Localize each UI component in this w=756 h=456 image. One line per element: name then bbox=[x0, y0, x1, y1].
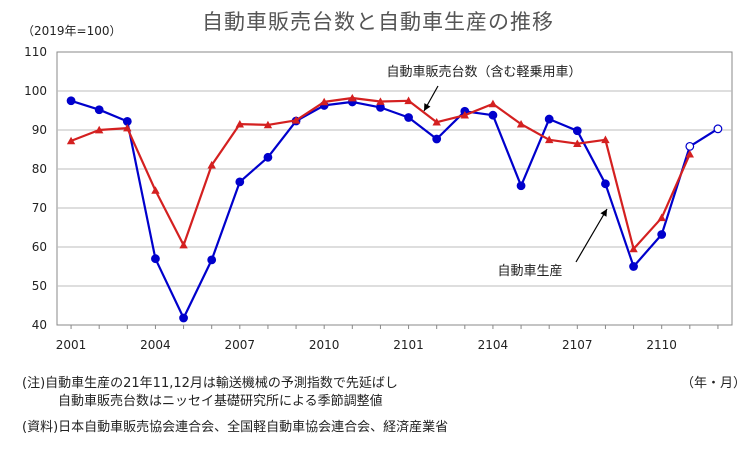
y-tick-label: 100 bbox=[24, 84, 47, 98]
x-unit-label: （年・月） bbox=[681, 376, 747, 391]
data-point bbox=[404, 96, 413, 105]
y-tick-label: 60 bbox=[32, 240, 47, 254]
source-note: (資料)日本自動車販売協会連合会、全国軽自動車協会連合会、経済産業省 bbox=[22, 420, 449, 435]
data-point bbox=[376, 97, 385, 105]
data-point bbox=[460, 110, 470, 119]
annotation-arrow bbox=[575, 208, 608, 263]
note-line-1: (注)自動車生産の21年11,12月は輸送機械の予測指数で先延ばし bbox=[22, 376, 398, 391]
x-tick-label: 2004 bbox=[140, 338, 171, 352]
y-tick-label: 50 bbox=[32, 279, 47, 293]
annotation-arrowhead bbox=[600, 209, 607, 217]
data-point bbox=[488, 99, 498, 108]
data-point bbox=[516, 181, 526, 191]
data-point bbox=[319, 97, 329, 106]
data-point bbox=[207, 255, 217, 265]
data-point bbox=[94, 105, 104, 115]
data-point bbox=[685, 149, 695, 158]
x-tick-label: 2007 bbox=[225, 338, 256, 352]
data-point bbox=[516, 119, 526, 128]
annotation-arrowhead bbox=[424, 103, 431, 111]
data-point bbox=[432, 134, 442, 144]
data-point bbox=[151, 186, 160, 194]
data-point bbox=[601, 135, 610, 144]
data-point bbox=[657, 230, 667, 239]
data-point bbox=[66, 96, 76, 106]
data-point bbox=[263, 152, 273, 162]
data-point bbox=[629, 244, 638, 253]
data-point bbox=[657, 213, 666, 222]
data-point bbox=[66, 136, 76, 145]
data-point bbox=[235, 119, 245, 128]
data-point bbox=[488, 110, 498, 120]
y-tick-label: 90 bbox=[32, 123, 47, 137]
forecast-point bbox=[713, 124, 723, 134]
x-tick-label: 2110 bbox=[646, 338, 677, 352]
data-point bbox=[263, 120, 273, 129]
data-point bbox=[601, 179, 610, 189]
series-label: 自動車生産 bbox=[497, 263, 562, 279]
data-point bbox=[544, 135, 554, 144]
x-tick-label: 2010 bbox=[309, 338, 340, 352]
data-point bbox=[123, 123, 132, 132]
chart-title: 自動車販売台数と自動車生産の推移 bbox=[202, 10, 554, 34]
y-tick-label: 70 bbox=[32, 201, 47, 215]
forecast-point bbox=[685, 141, 695, 151]
data-point bbox=[179, 313, 188, 323]
data-point bbox=[235, 177, 245, 187]
data-point bbox=[432, 118, 441, 126]
series-line bbox=[70, 99, 719, 320]
data-point bbox=[573, 139, 582, 148]
y-tick-label: 80 bbox=[32, 162, 47, 176]
data-point bbox=[404, 113, 413, 122]
data-point bbox=[207, 160, 216, 169]
data-point bbox=[629, 262, 638, 271]
data-point bbox=[348, 93, 357, 102]
plot-frame bbox=[56, 51, 733, 326]
data-point bbox=[151, 254, 160, 264]
data-point bbox=[544, 114, 554, 124]
note-line-2: 自動車販売台数はニッセイ基礎研究所による季節調整値 bbox=[58, 394, 383, 409]
data-point bbox=[572, 126, 582, 136]
data-point bbox=[94, 125, 104, 134]
data-point bbox=[291, 116, 301, 124]
x-tick-label: 2101 bbox=[393, 338, 424, 352]
y-tick-label: 40 bbox=[32, 318, 47, 332]
y-tick-label: 110 bbox=[24, 45, 47, 59]
x-tick-label: 2107 bbox=[562, 338, 593, 352]
y-unit-label: （2019年=100） bbox=[22, 24, 122, 38]
x-tick-label: 2001 bbox=[56, 338, 87, 352]
data-point bbox=[179, 240, 188, 249]
x-tick-label: 2104 bbox=[478, 338, 509, 352]
series-label: 自動車販売台数（含む軽乗用車） bbox=[386, 64, 581, 80]
